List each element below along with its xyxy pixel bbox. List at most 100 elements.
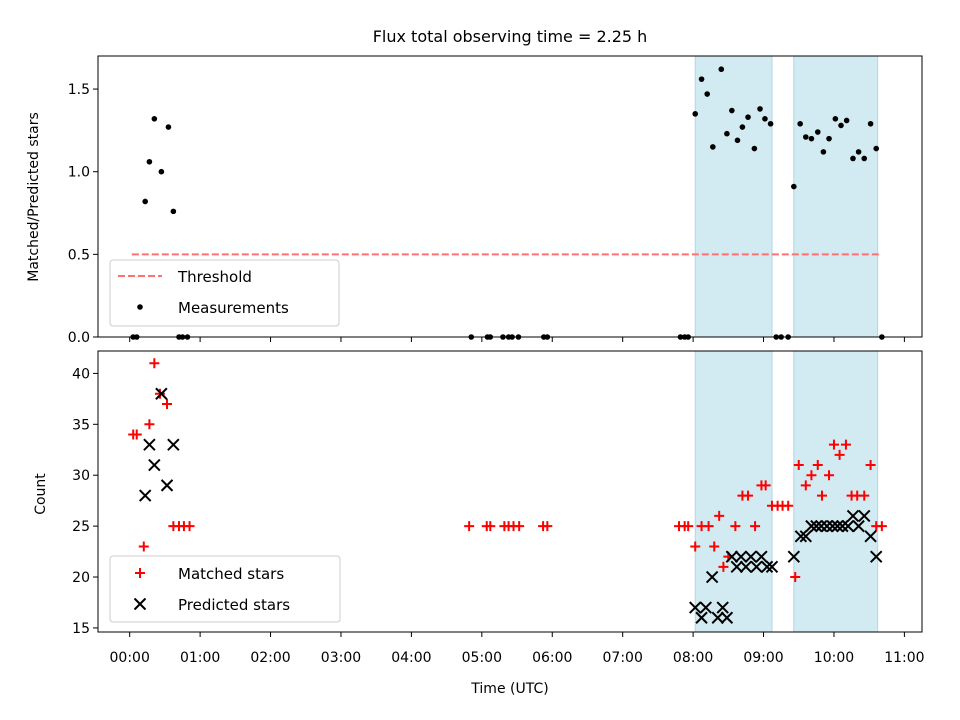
bottom-y-axis-label: Count bbox=[33, 473, 49, 515]
matched-star-point bbox=[876, 521, 887, 532]
matched-star-point bbox=[824, 470, 835, 481]
chart-title: Flux total observing time = 2.25 h bbox=[373, 27, 648, 46]
legend-matched-swatch bbox=[135, 568, 145, 578]
legend-threshold-label: Threshold bbox=[177, 268, 252, 286]
measurement-point bbox=[808, 135, 815, 142]
predicted-star-point bbox=[810, 519, 823, 533]
measurement-point bbox=[146, 158, 153, 165]
matched-star-point bbox=[783, 500, 794, 511]
predicted-star-point bbox=[826, 519, 839, 533]
measurement-point bbox=[158, 168, 165, 175]
matched-star-point bbox=[131, 429, 142, 440]
measurement-point bbox=[170, 208, 177, 215]
matched-star-point bbox=[464, 521, 475, 532]
legend-box bbox=[109, 259, 340, 327]
measurement-point bbox=[710, 144, 716, 150]
predicted-star-point bbox=[765, 560, 779, 574]
measurement-point bbox=[704, 91, 710, 97]
measurement-point bbox=[820, 149, 827, 155]
matched-star-point bbox=[709, 541, 720, 552]
matched-star-point bbox=[149, 358, 160, 369]
y-tick-label: 15 bbox=[72, 621, 90, 637]
legend-box bbox=[109, 555, 341, 623]
predicted-star-point bbox=[725, 550, 739, 563]
y-tick-label: 25 bbox=[72, 519, 90, 535]
matched-star-point bbox=[144, 419, 155, 430]
matched-star-point bbox=[690, 541, 701, 552]
predicted-star-point bbox=[739, 560, 753, 574]
x-tick-label: 08:00 bbox=[673, 650, 713, 666]
matched-star-point bbox=[812, 460, 823, 471]
x-tick-label: 00:00 bbox=[110, 650, 150, 666]
predicted-star-point bbox=[689, 601, 702, 614]
legend-predicted-label: Predicted stars bbox=[178, 596, 290, 614]
y-tick-label: 0.5 bbox=[68, 247, 90, 263]
measurement-point bbox=[698, 76, 705, 82]
predicted-star-point bbox=[138, 489, 152, 502]
predicted-star-point bbox=[805, 519, 818, 533]
x-axis-label: Time (UTC) bbox=[470, 681, 548, 697]
measurement-point bbox=[745, 114, 751, 120]
matched-star-point bbox=[184, 521, 195, 532]
predicted-star-point bbox=[695, 611, 708, 624]
matched-star-point bbox=[138, 541, 149, 552]
predicted-star-point bbox=[836, 519, 849, 533]
measurement-point bbox=[767, 120, 774, 127]
legend-measurements-label: Measurements bbox=[178, 299, 289, 317]
matched-star-point bbox=[834, 449, 845, 460]
predicted-star-point bbox=[831, 519, 844, 533]
predicted-star-point bbox=[699, 601, 712, 614]
x-tick-label: 03:00 bbox=[321, 650, 361, 666]
matched-star-point bbox=[730, 521, 741, 532]
measurement-point bbox=[729, 107, 735, 114]
predicted-star-point bbox=[820, 519, 834, 533]
predicted-star-point bbox=[846, 509, 860, 523]
matched-star-point bbox=[750, 521, 761, 532]
predicted-star-point bbox=[841, 519, 855, 533]
x-tick-label: 09:00 bbox=[743, 650, 783, 666]
predicted-star-point bbox=[794, 530, 808, 543]
x-tick-label: 01:00 bbox=[180, 650, 220, 666]
measurement-point bbox=[142, 198, 148, 205]
predicted-star-point bbox=[148, 458, 161, 472]
predicted-star-point bbox=[787, 550, 801, 563]
bottom-panel-counts: 15 20 25 30 35 40 Matched stars Predicted stars bbox=[72, 350, 923, 637]
measurement-point bbox=[873, 145, 880, 152]
bottom-legend: Matched stars Predicted stars bbox=[109, 555, 341, 623]
measurement-point bbox=[843, 117, 850, 124]
measurement-point bbox=[814, 129, 821, 135]
measurement-point bbox=[692, 111, 699, 117]
predicted-star-point bbox=[711, 611, 724, 624]
y-tick-label: 30 bbox=[72, 468, 90, 484]
predicted-star-point bbox=[160, 479, 174, 492]
matched-star-point bbox=[514, 521, 525, 532]
matched-star-point bbox=[806, 470, 817, 481]
predicted-star-point bbox=[755, 550, 768, 563]
measurement-point bbox=[797, 120, 803, 127]
matched-star-point bbox=[800, 480, 811, 491]
matched-star-point bbox=[683, 521, 694, 532]
predicted-star-point bbox=[716, 601, 729, 614]
matched-star-point bbox=[714, 510, 725, 521]
y-tick-label: 1.5 bbox=[68, 82, 90, 98]
x-tick-label: 11:00 bbox=[884, 650, 924, 666]
predicted-star-point bbox=[750, 560, 763, 574]
observing-window-1 bbox=[793, 55, 879, 338]
matched-star-point bbox=[162, 398, 173, 409]
measurement-point bbox=[751, 145, 758, 152]
observing-window-0 bbox=[694, 350, 773, 633]
measurement-point bbox=[734, 137, 741, 144]
x-tick-label: 07:00 bbox=[603, 650, 643, 666]
measurement-point bbox=[718, 66, 725, 73]
matched-star-point bbox=[840, 439, 851, 450]
measurement-point bbox=[832, 116, 839, 122]
x-tick-label: 06:00 bbox=[532, 650, 572, 666]
y-tick-label: 1.0 bbox=[68, 165, 90, 181]
x-tick-label: 05:00 bbox=[462, 650, 502, 666]
measurement-point bbox=[739, 124, 746, 130]
legend-measurement-swatch bbox=[137, 304, 143, 310]
x-tick-label: 10:00 bbox=[814, 650, 854, 666]
matched-star-point bbox=[828, 439, 839, 450]
predicted-star-point bbox=[799, 530, 813, 543]
